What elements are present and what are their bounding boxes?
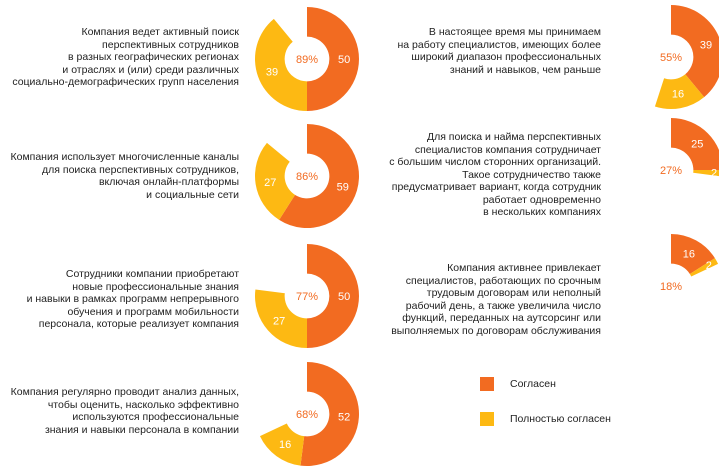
chart-4-slice-agree bbox=[300, 362, 360, 467]
chart-2-total-label: 86% bbox=[296, 171, 318, 183]
chart-2-value-label-fully-agree: 27 bbox=[264, 177, 276, 189]
chart-7-slice-fully-agree bbox=[689, 258, 719, 277]
chart-5-value-label-agree: 39 bbox=[700, 39, 712, 51]
chart-7-value-label-fully-agree: 2 bbox=[706, 260, 712, 272]
chart-2-slice-fully-agree bbox=[255, 142, 296, 220]
chart-3-value-label-agree: 50 bbox=[338, 291, 350, 303]
chart-1-slice-agree bbox=[307, 7, 359, 111]
chart-4-value-label-fully-agree: 16 bbox=[279, 439, 291, 451]
chart-3-total-label: 77% bbox=[296, 291, 318, 303]
chart-2-slice-agree bbox=[279, 124, 359, 228]
legend-swatch-fully-agree bbox=[480, 412, 494, 426]
chart-4-slice-fully-agree bbox=[259, 423, 305, 466]
statement-3: Сотрудники компании приобретают новые пр… bbox=[26, 268, 239, 330]
chart-5-value-label-fully-agree: 16 bbox=[672, 89, 684, 101]
statement-6: Для поиска и найма перспективных специал… bbox=[389, 131, 601, 218]
chart-4-value-label-agree: 52 bbox=[338, 411, 350, 423]
legend-swatch-agree bbox=[480, 377, 494, 391]
chart-6-slice-fully-agree bbox=[693, 170, 719, 177]
statement-7: Компания активнее привлекает специалисто… bbox=[391, 262, 601, 337]
legend-label-fully-agree: Полностью согласен bbox=[510, 413, 611, 425]
chart-7-value-label-agree: 16 bbox=[683, 248, 695, 260]
statement-5: В настоящее время мы принимаем на работу… bbox=[397, 26, 601, 76]
chart-6-total-label: 27% bbox=[660, 165, 682, 177]
chart-7-slice-agree bbox=[671, 234, 715, 275]
chart-3-slice-agree bbox=[307, 244, 359, 348]
chart-5-total-label: 55% bbox=[660, 52, 682, 64]
chart-1-total-label: 89% bbox=[296, 54, 318, 66]
chart-1-value-label-fully-agree: 39 bbox=[266, 67, 278, 79]
statement-2: Компания использует многочисленные канал… bbox=[10, 151, 239, 201]
chart-5-slice-fully-agree bbox=[654, 74, 705, 109]
chart-6-slice-agree bbox=[671, 118, 719, 170]
chart-6-value-label-agree: 25 bbox=[691, 139, 703, 151]
chart-4-total-label: 68% bbox=[296, 409, 318, 421]
legend-label-agree: Согласен bbox=[510, 378, 556, 390]
chart-1-slice-fully-agree bbox=[255, 18, 307, 111]
chart-3-slice-fully-agree bbox=[255, 289, 307, 348]
chart-1-value-label-agree: 50 bbox=[338, 54, 350, 66]
statement-4: Компания регулярно проводит анализ данны… bbox=[10, 386, 239, 436]
chart-6-value-label-fully-agree: 2 bbox=[711, 168, 717, 180]
chart-2-value-label-agree: 59 bbox=[337, 181, 349, 193]
chart-7-total-label: 18% bbox=[660, 281, 682, 293]
statement-1: Компания ведет активный поиск перспектив… bbox=[12, 26, 239, 88]
chart-5-slice-agree bbox=[671, 5, 719, 98]
chart-3-value-label-fully-agree: 27 bbox=[273, 316, 285, 328]
